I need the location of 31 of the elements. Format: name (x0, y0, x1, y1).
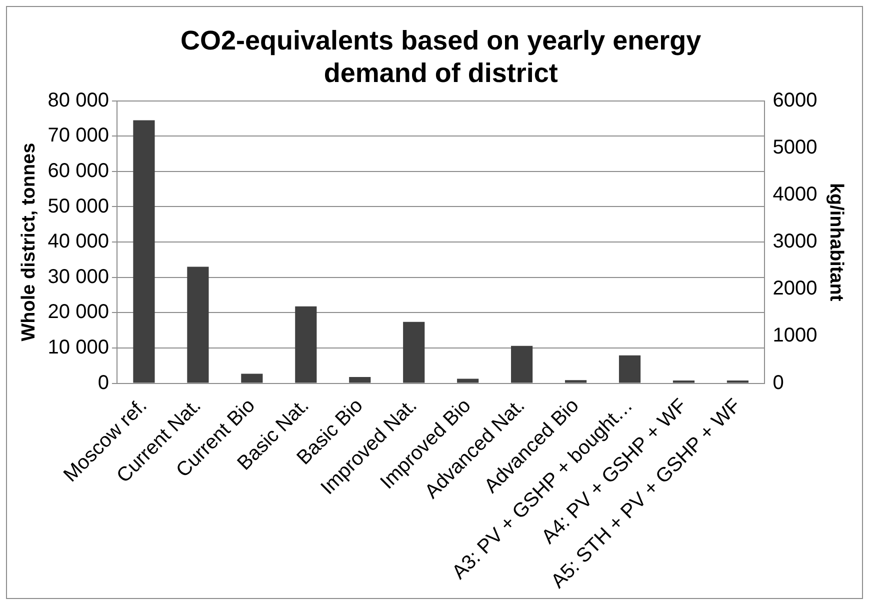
y-tick-label: 50 000 (48, 195, 109, 218)
bar (403, 322, 425, 383)
y-axis-title: Whole district, tonnes (18, 142, 40, 342)
bar (133, 120, 155, 383)
y2-tick-label: 2000 (772, 278, 818, 300)
y-tick-label: 60 000 (48, 160, 109, 182)
y2-axis-title: kg/inhabitant (825, 182, 846, 302)
y2-tick-label: 1000 (772, 324, 818, 347)
y2-tick-label: 5000 (772, 136, 818, 158)
chart-title: CO2-equivalents based on yearly energy demand of district (180, 26, 702, 88)
y-tick-label: 30 000 (48, 266, 109, 288)
bar (241, 374, 263, 383)
bar (295, 306, 317, 383)
y-tick-label: 80 000 (48, 89, 109, 112)
y-tick-label: 20 000 (48, 301, 109, 324)
y2-tick-label: 0 (772, 372, 784, 394)
bar (187, 266, 209, 383)
y-tick-label: 0 (98, 372, 109, 394)
bar (457, 378, 479, 383)
bar (618, 355, 641, 383)
bar (511, 346, 533, 383)
y2-tick-label: 4000 (772, 183, 818, 206)
bar (349, 376, 371, 383)
bar (726, 380, 749, 383)
y-tick-label: 10 000 (48, 336, 109, 359)
y2-tick-label: 6000 (772, 89, 818, 112)
y-tick-label: 40 000 (48, 230, 109, 253)
bar (564, 380, 587, 383)
y2-tick-label: 3000 (772, 230, 818, 253)
y-tick-label: 70 000 (48, 124, 109, 147)
bar (672, 380, 695, 383)
